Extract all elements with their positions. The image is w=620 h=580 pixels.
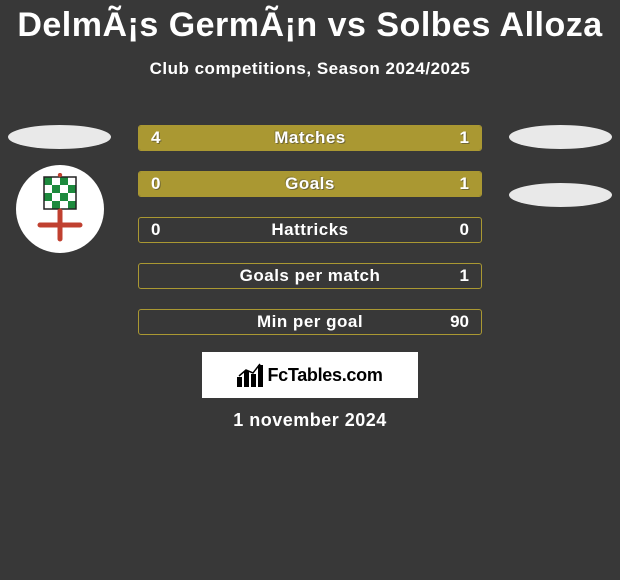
footer-logo-text: FcTables.com — [267, 365, 382, 386]
stat-fill-right — [413, 126, 481, 150]
stat-value-left: 0 — [151, 174, 160, 194]
stat-value-right: 90 — [450, 312, 469, 332]
stat-row: 0 1 Goals — [138, 171, 482, 197]
club-right-placeholder-icon — [509, 183, 612, 207]
stat-value-left: 0 — [151, 220, 160, 240]
footer-date: 1 november 2024 — [233, 410, 387, 431]
stat-value-left: 4 — [151, 128, 160, 148]
stat-row: 4 1 Matches — [138, 125, 482, 151]
player-left-placeholder-icon — [8, 125, 111, 149]
stat-label: Matches — [274, 128, 346, 148]
stat-label: Goals per match — [240, 266, 381, 286]
stat-fill-left — [139, 172, 201, 196]
stat-fill-right — [201, 172, 481, 196]
stats-container: 4 1 Matches 0 1 Goals 0 0 Hattricks 1 Goals per ma… — [138, 125, 482, 335]
stat-row: 0 0 Hattricks — [138, 217, 482, 243]
player-left-avatars — [8, 125, 111, 253]
stat-row: 1 Goals per match — [138, 263, 482, 289]
stat-label: Hattricks — [271, 220, 348, 240]
stat-value-right: 1 — [460, 174, 469, 194]
stat-row: 90 Min per goal — [138, 309, 482, 335]
subtitle: Club competitions, Season 2024/2025 — [0, 59, 620, 79]
stat-value-right: 1 — [460, 266, 469, 286]
stat-label: Goals — [285, 174, 335, 194]
player-right-avatars — [509, 125, 612, 207]
shield-icon — [29, 173, 91, 245]
page-title: DelmÃ¡s GermÃ¡n vs Solbes Alloza — [0, 0, 620, 45]
stat-value-right: 0 — [460, 220, 469, 240]
footer-logo: FcTables.com — [202, 352, 418, 398]
club-badge-left — [16, 165, 104, 253]
bars-icon — [237, 363, 263, 387]
player-right-placeholder-icon — [509, 125, 612, 149]
stat-label: Min per goal — [257, 312, 363, 332]
stat-value-right: 1 — [460, 128, 469, 148]
